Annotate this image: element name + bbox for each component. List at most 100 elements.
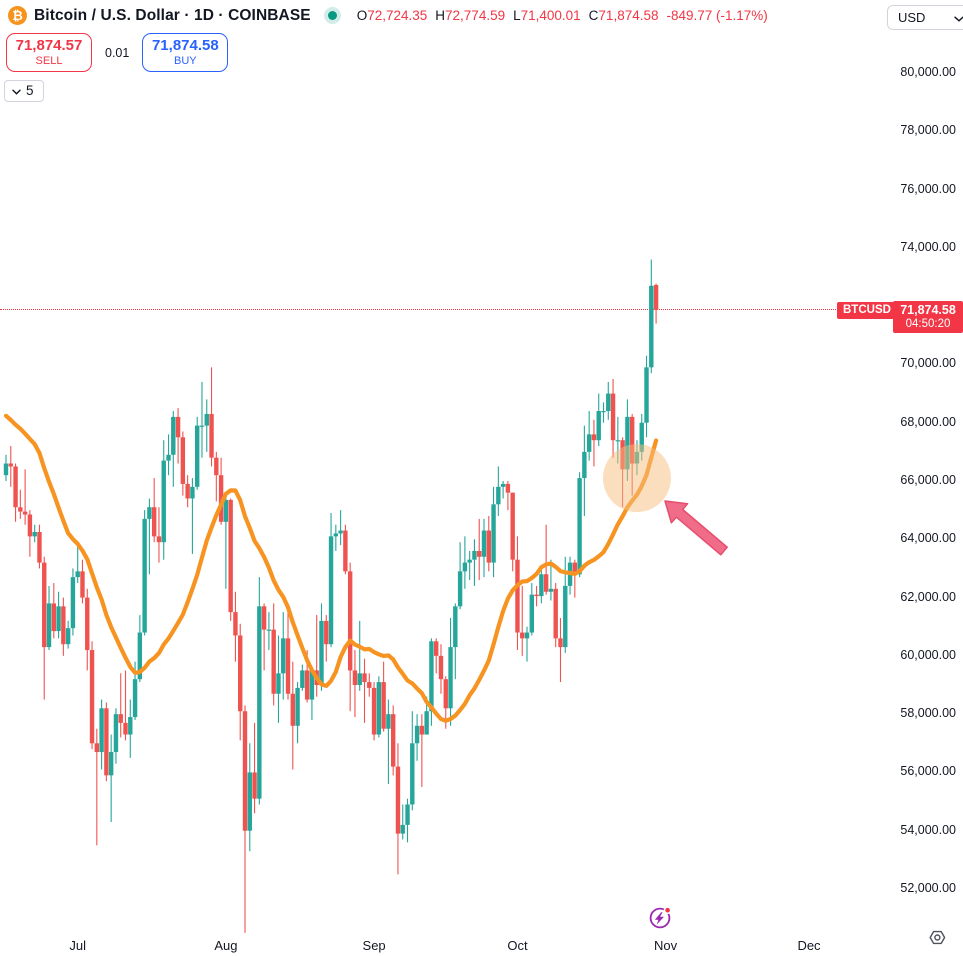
candle-body (424, 711, 429, 735)
candle-body (582, 451, 587, 479)
price-tick-label: 80,000.00 (900, 65, 956, 79)
currency-selector[interactable]: USD (887, 5, 963, 30)
sell-button[interactable]: 71,874.57 SELL (6, 33, 92, 72)
symbol-title[interactable]: Bitcoin / U.S. Dollar · 1D · COINBASE (34, 6, 311, 24)
market-status-icon (327, 11, 337, 20)
candle-body (548, 588, 554, 592)
price-tick-label: 62,000.00 (900, 589, 956, 604)
candle-body (429, 641, 434, 712)
candle-body (22, 511, 28, 515)
candle-body (586, 434, 592, 452)
buy-button[interactable]: 71,874.58 BUY (142, 33, 229, 72)
price-tick-label: 68,000.00 (900, 414, 956, 429)
candle-body (80, 571, 85, 598)
candle-body (491, 504, 496, 563)
time-axis[interactable]: Jul Aug Sep Oct Nov Dec (0, 932, 963, 956)
candle-body (94, 743, 100, 753)
candle-body (591, 434, 597, 441)
candle-body (381, 682, 386, 729)
time-tick-label: Nov (654, 938, 678, 953)
candle-body (481, 530, 487, 557)
candle-body (123, 722, 128, 735)
candle-body (185, 483, 190, 499)
candle-body (558, 638, 563, 648)
candle-body (89, 650, 95, 744)
candle-body (371, 687, 377, 735)
candle-body (304, 670, 310, 700)
candle-body (639, 422, 644, 452)
candle-body (223, 499, 229, 522)
interval-selector[interactable]: 5 (4, 80, 44, 102)
candle-body (8, 463, 13, 467)
candle-body (625, 416, 630, 470)
chevron-down-icon (12, 83, 21, 98)
candle-body (520, 632, 525, 639)
candle-body (242, 711, 248, 831)
ohlc-high: H72,774.59 (435, 8, 506, 23)
candle-body (281, 638, 286, 674)
candle-body (113, 714, 119, 753)
current-price-badge: 71,874.58 04:50:20 (893, 301, 963, 333)
price-tick-label: 56,000.00 (900, 764, 956, 779)
ohlc-low: L71,400.01 (513, 8, 581, 23)
candle-body (238, 635, 243, 712)
candle-body (333, 533, 339, 537)
candle-body (510, 492, 515, 560)
event-lightning-icon[interactable] (645, 903, 675, 936)
candle-body (486, 530, 491, 563)
candle-body (161, 460, 166, 543)
candle-body (515, 559, 520, 633)
candle-body (500, 483, 506, 487)
candle-body (108, 752, 114, 776)
candle-body (610, 393, 616, 441)
ohlc-change: -849.77 (-1.17%) (666, 8, 768, 23)
candle-countdown: 04:50:20 (905, 318, 951, 330)
candle-body (18, 507, 23, 512)
candle-body (553, 588, 558, 639)
candle-body (190, 486, 195, 499)
candle-body (295, 687, 300, 726)
candle-body (390, 714, 396, 767)
candle-body (328, 536, 334, 645)
candle-body (166, 454, 171, 461)
candle-body (457, 571, 463, 607)
candle-body (37, 532, 42, 563)
buy-label: BUY (174, 55, 197, 67)
candle-body (577, 478, 582, 575)
candle-body (252, 772, 257, 799)
price-tick-label: 70,000.00 (900, 356, 956, 371)
candle-body (271, 629, 276, 694)
candle-body (300, 670, 305, 688)
annotation-arrow (664, 500, 728, 556)
candle-body (443, 679, 448, 709)
price-tick-label: 66,000.00 (900, 473, 956, 487)
gear-icon[interactable] (929, 930, 946, 950)
candle-body (142, 518, 147, 633)
candle-body (266, 629, 272, 631)
time-tick-label: Oct (507, 938, 528, 953)
candle-body (563, 585, 568, 648)
candle-body (601, 411, 606, 413)
candle-body (3, 463, 9, 476)
symbol-price-flag: BTCUSD (837, 302, 897, 319)
candle-body (653, 285, 659, 310)
ohlc-values: O72,724.35 H72,774.59 L71,400.01 C71,874… (357, 8, 768, 23)
candle-body (477, 550, 482, 557)
candle-body (61, 606, 66, 645)
price-tick-label: 54,000.00 (900, 822, 956, 837)
candle-body (171, 416, 176, 455)
time-tick-label: Aug (214, 938, 238, 953)
candle-body (276, 673, 281, 694)
candle-body (137, 632, 143, 680)
price-tick-label: 58,000.00 (900, 706, 956, 721)
highlight-circle (602, 444, 671, 513)
chevron-down-icon (954, 10, 963, 25)
candle-body (228, 499, 233, 613)
candle-body (261, 606, 267, 630)
candle-body (70, 577, 76, 629)
sell-label: SELL (35, 55, 63, 67)
candle-body (606, 393, 611, 412)
price-axis[interactable]: 80,000.00 78,000.00 76,000.00 74,000.00 70,0… (867, 0, 963, 956)
